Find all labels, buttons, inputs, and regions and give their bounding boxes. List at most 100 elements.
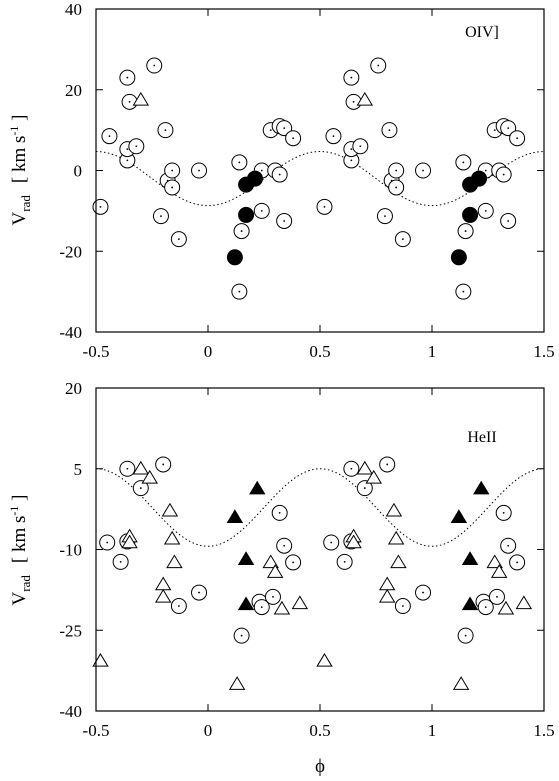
panel-oiv-y-axis-close: ] [9, 115, 30, 126]
panel-heii-point-open-triangle [515, 595, 533, 610]
panel-heii-point-open-circle-center [126, 467, 129, 470]
panel-oiv-point-open-circle-center [160, 215, 162, 218]
panel-heii: -0.5 0 0.5 1 1.5 -40 -25 -10 5 20 HeII Vrad [ km s… [7, 379, 555, 777]
panel-heii-x-tick-label: 0.5 [309, 721, 330, 740]
panel-heii-point-open-circle-center [278, 511, 281, 514]
panel-oiv-point-open-circle-center [395, 169, 398, 172]
panel-heii-y-axis-unit: [ km s [9, 516, 30, 564]
panel-oiv-point-open-circle-center [350, 148, 353, 151]
panel-heii-point-open-circle-center [283, 544, 286, 547]
panel-oiv-point-open-circle-center [171, 169, 174, 172]
panel-oiv-y-axis-sup: -1 [7, 126, 21, 136]
panel-oiv-point-open-circle-center [422, 169, 424, 172]
panel-oiv-point-open-circle-center [99, 205, 102, 208]
panel-oiv-point-open-circle-center [238, 161, 241, 164]
panel-heii-point-open-triangle [356, 460, 374, 475]
panel-oiv-point-open-circle-center [198, 169, 200, 172]
panel-heii-point-open-circle-center [422, 591, 424, 594]
panel-oiv-y-axis-sub: rad [18, 195, 33, 212]
panel-heii-point-open-circle-center [401, 605, 404, 607]
panel-oiv-point-open-circle-center [126, 148, 129, 151]
panel-oiv-point-open-circle-center [493, 129, 496, 132]
panel-heii-point-open-triangle [490, 564, 508, 578]
panel-oiv-point-open-circle-center [171, 186, 174, 189]
panel-oiv-point-open-circle-center [260, 169, 263, 172]
panel-oiv-x-tick-label: 0.5 [309, 342, 330, 361]
panel-heii-point-open-triangle [385, 502, 403, 517]
panel-heii-point-filled-triangle [249, 480, 266, 495]
panel-heii-y-axis-title: Vrad [ km s-1 ] [7, 495, 33, 606]
panel-heii-point-open-circle-center [363, 487, 366, 490]
panel-heii-curve-layer [96, 468, 544, 547]
panel-heii-y-axis-close: ] [9, 495, 30, 506]
panel-oiv-point-open-circle-center [507, 220, 510, 222]
panel-heii-point-filled-triangle [461, 596, 479, 611]
panel-oiv-point-open-circle-center [464, 230, 467, 232]
panel-heii-point-open-triangle [228, 676, 246, 690]
panel-heii-point-open-triangle [273, 600, 291, 615]
panel-oiv-point-open-triangle [356, 91, 374, 106]
panel-oiv-y-axis-unit: [ km s [9, 136, 30, 184]
panel-heii-point-open-circle-center [260, 606, 263, 609]
panel-oiv-y-tick-label: -40 [59, 323, 82, 342]
panel-oiv-point-filled-circle [462, 206, 479, 223]
panel-heii-point-open-circle-center [350, 467, 353, 470]
panel-oiv-x-tick-label: -0.5 [83, 342, 110, 361]
panel-oiv-point-open-circle-center [502, 173, 505, 176]
panel-heii-point-open-triangle [141, 469, 158, 484]
panel-oiv-point-open-triangle [132, 91, 150, 106]
panel-heii-y-axis-main: V [9, 591, 30, 605]
panel-heii-y-tick-label: -25 [59, 621, 82, 640]
panel-heii-point-open-circle-center [198, 591, 200, 594]
panel-heii-point-open-circle-center [139, 487, 142, 490]
panel-oiv-point-open-circle-center [352, 100, 355, 103]
panel-heii-point-open-triangle [316, 652, 333, 667]
panel-heii-point-open-triangle [452, 676, 470, 690]
panel-heii-x-tick-label: 0 [204, 721, 213, 740]
panel-oiv-point-open-circle-center [401, 238, 404, 241]
panel-oiv-point-filled-circle [450, 249, 467, 266]
panel-oiv-y-tick-label: 0 [74, 162, 83, 181]
panel-oiv-point-open-circle-center [128, 100, 131, 103]
panel-heii-point-open-circle-center [516, 561, 519, 564]
panel-heii-point-open-triangle [365, 469, 382, 484]
panel-heii-point-open-triangle [378, 588, 396, 603]
panel-heii-point-open-circle-center [106, 541, 109, 544]
panel-oiv-point-open-circle-center [323, 205, 326, 208]
panel-heii-point-open-circle-center [484, 606, 487, 609]
panel-oiv-point-open-circle-center [108, 135, 111, 138]
panel-oiv-point-open-circle-center [388, 129, 391, 132]
panel-oiv-point-open-circle-center [269, 129, 272, 132]
panel-heii-point-open-circle-center [502, 511, 505, 514]
panel-heii-point-open-triangle [154, 588, 172, 603]
panel-heii-point-open-circle-center [162, 463, 165, 466]
panel-heii-point-open-triangle [262, 554, 279, 569]
panel-oiv-point-filled-circle [247, 170, 264, 187]
panel-oiv-point-open-circle-center [507, 127, 510, 130]
panel-heii-y-axis-sub: rad [18, 575, 33, 592]
panel-oiv-point-open-circle-center [283, 220, 286, 222]
panel-heii-x-tick-label: 1.5 [533, 721, 554, 740]
panel-heii-point-open-circle-center [330, 541, 333, 544]
panel-oiv-point-open-circle-center [377, 64, 380, 67]
panel-oiv-point-open-circle-center [484, 169, 487, 172]
panel-oiv-point-filled-circle [471, 170, 488, 187]
panel-heii-point-open-circle-center [386, 463, 389, 466]
panel-heii-point-open-circle-center [343, 560, 346, 563]
panel-oiv-marker-layer [92, 57, 526, 300]
panel-oiv-ticks: -0.5 0 0.5 1 1.5 -40 -20 0 20 40 [59, 0, 554, 361]
panel-heii-point-filled-triangle [237, 596, 255, 611]
panel-heii-point-open-triangle [497, 600, 515, 615]
panel-heii-point-filled-triangle [237, 551, 255, 565]
panel-oiv-point-filled-circle [226, 249, 243, 266]
panel-oiv-point-open-circle-center [384, 215, 386, 218]
panel-heii-point-open-circle-center [292, 561, 295, 564]
panel-oiv-point-open-circle-center [332, 135, 335, 138]
panel-heii-point-open-triangle [291, 595, 309, 610]
panel-oiv-point-open-circle-center [177, 238, 180, 241]
panel-oiv-point-open-circle-center [462, 290, 465, 293]
panel-heii-point-open-circle-center [177, 605, 180, 607]
panel-oiv-point-open-circle-center [278, 173, 281, 176]
